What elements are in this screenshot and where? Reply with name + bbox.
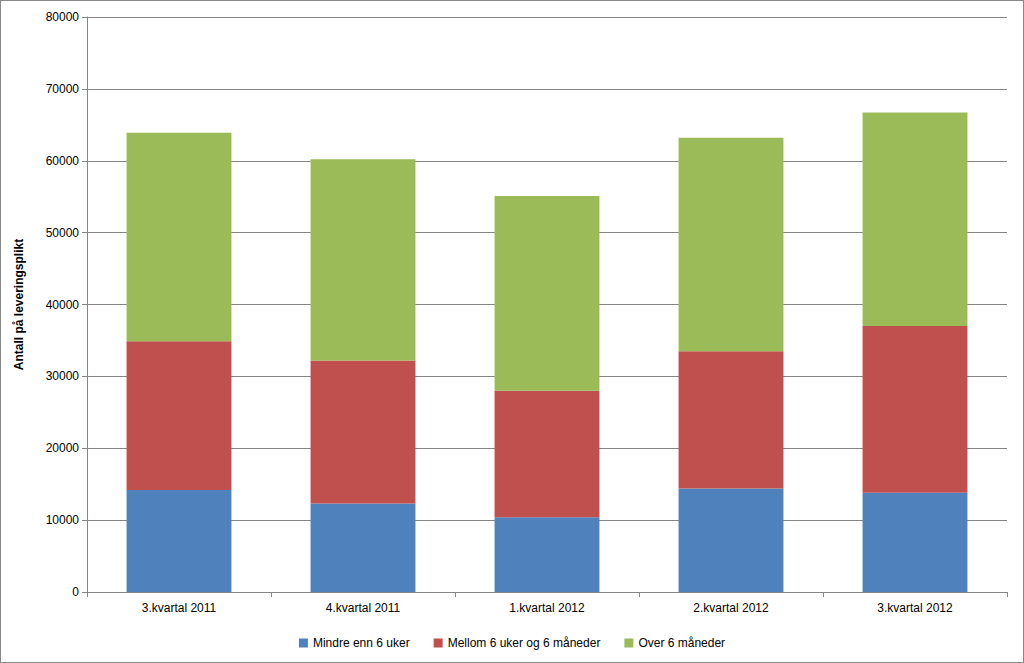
- svg-text:Mellom 6 uker og 6 måneder: Mellom 6 uker og 6 måneder: [448, 636, 601, 650]
- svg-text:1.kvartal 2012: 1.kvartal 2012: [509, 601, 585, 615]
- svg-text:60000: 60000: [46, 154, 80, 168]
- svg-text:80000: 80000: [46, 10, 80, 24]
- svg-text:0: 0: [72, 585, 79, 599]
- svg-text:Antall på leveringsplikt: Antall på leveringsplikt: [12, 239, 26, 370]
- svg-text:50000: 50000: [46, 226, 80, 240]
- svg-text:70000: 70000: [46, 82, 80, 96]
- svg-text:Mindre enn 6 uker: Mindre enn 6 uker: [313, 636, 410, 650]
- svg-text:20000: 20000: [46, 441, 80, 455]
- svg-text:2.kvartal 2012: 2.kvartal 2012: [693, 601, 769, 615]
- svg-text:Over 6 måneder: Over 6 måneder: [638, 636, 725, 650]
- svg-text:3.kvartal 2012: 3.kvartal 2012: [877, 601, 953, 615]
- svg-text:3.kvartal 2011: 3.kvartal 2011: [142, 601, 217, 615]
- svg-text:10000: 10000: [46, 513, 80, 527]
- svg-text:30000: 30000: [46, 369, 80, 383]
- svg-text:4.kvartal 2011: 4.kvartal 2011: [326, 601, 401, 615]
- svg-text:40000: 40000: [46, 298, 80, 312]
